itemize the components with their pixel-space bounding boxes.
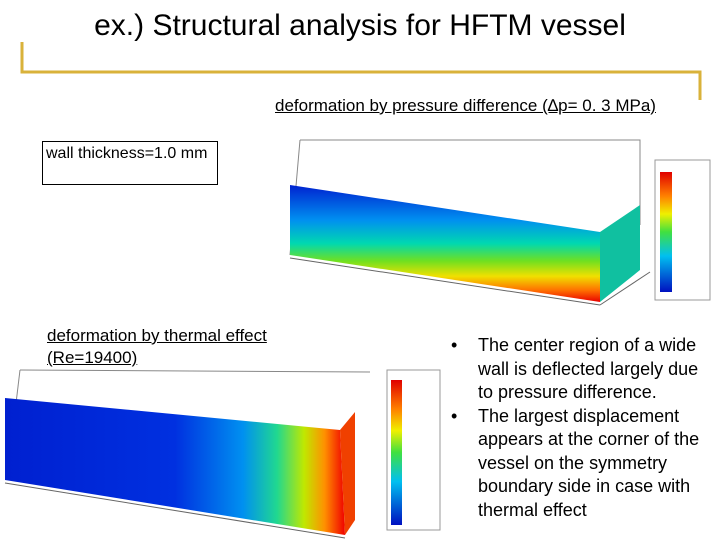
- thickness-label: wall thickness=1.0 mm: [42, 141, 218, 185]
- pressure-figure: [278, 134, 711, 306]
- figure-caption: deformation by pressure difference (∆p= …: [275, 96, 656, 115]
- title-rule: [20, 42, 702, 100]
- bullet: The largest displacement appears at the …: [447, 405, 715, 523]
- bullet-list: The center region of a wide wall is defl…: [447, 334, 715, 522]
- slide-title: ex.) Structural analysis for HFTM vessel: [94, 9, 626, 42]
- figure-caption: deformation by thermal effect (Re=19400): [47, 326, 267, 367]
- bullet: The center region of a wide wall is defl…: [447, 334, 715, 405]
- thermal-figure: [4, 369, 441, 539]
